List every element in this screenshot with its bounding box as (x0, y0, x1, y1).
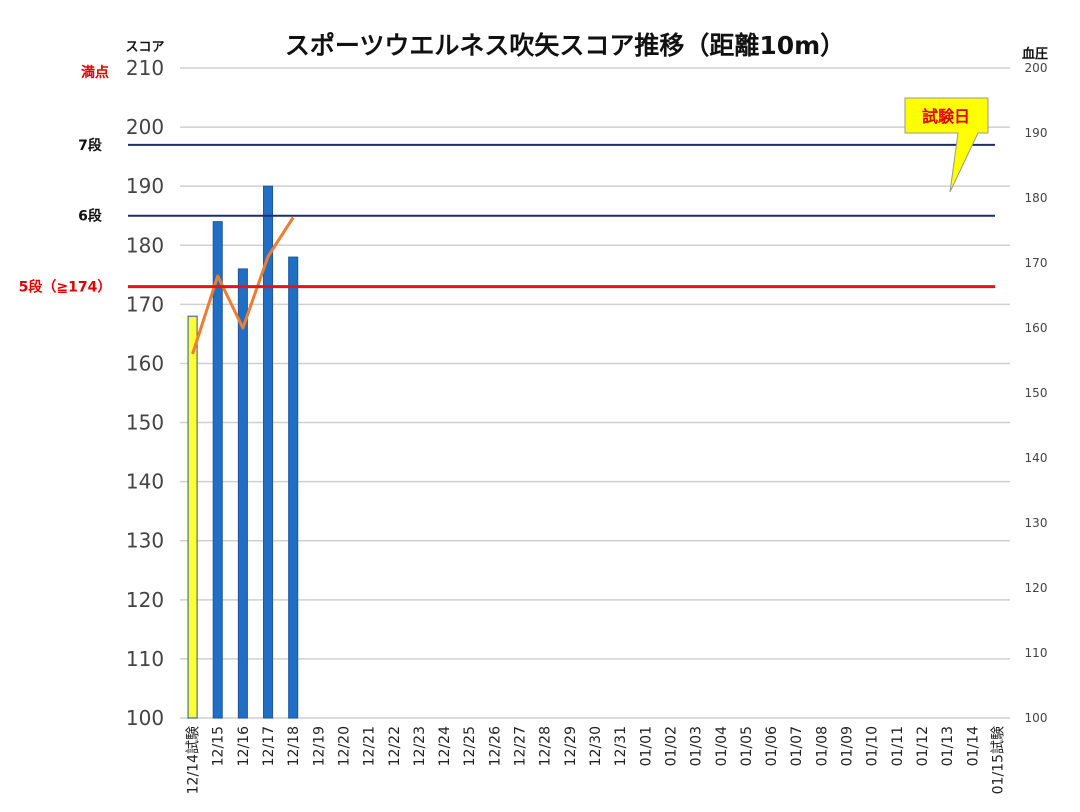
x-tick-label: 01/04 (714, 726, 730, 766)
x-tick-label: 01/10 (865, 726, 881, 766)
y-tick-label-left: 110 (126, 647, 164, 671)
y-tick-label-left: 180 (126, 233, 164, 257)
grid-lines (180, 67, 1010, 719)
line-series (191, 216, 295, 355)
reference-label: 7段 (78, 137, 102, 154)
reference-lines: 満点 7段 6段 5段（≧174） (19, 64, 995, 296)
y-tick-label-left: 100 (126, 706, 164, 730)
y-axis-title-left: スコア (125, 40, 164, 55)
y-axis-title-right: 血圧 (1022, 46, 1048, 62)
x-tick-label: 12/27 (513, 726, 529, 766)
x-tick-label: 12/20 (336, 726, 352, 766)
x-tick-label: 12/21 (362, 726, 378, 766)
reference-label: 5段（≧174） (19, 279, 112, 296)
bar-series (187, 185, 299, 719)
x-tick-label: 12/19 (311, 726, 327, 766)
x-tick-label: 01/13 (940, 726, 956, 766)
x-tick-label: 01/15試験 (990, 726, 1006, 794)
x-tick-label: 12/25 (462, 726, 478, 766)
x-tick-label: 12/31 (613, 726, 629, 766)
blood-pressure-line (191, 216, 295, 355)
x-tick-label: 01/02 (663, 726, 679, 766)
y-axis-left: 100 110 120 130 140 150 160 170 180 190 200 210 (126, 56, 164, 730)
x-tick-label: 01/09 (840, 726, 856, 766)
y-tick-label-left: 130 (126, 529, 164, 553)
test-day-callout: 試験日 (904, 97, 989, 193)
bar (263, 185, 274, 719)
x-tick-label: 01/12 (915, 726, 931, 766)
y-tick-label-right: 120 (1025, 581, 1048, 595)
x-tick-label: 01/06 (764, 726, 780, 766)
x-tick-label: 12/17 (261, 726, 277, 766)
x-tick-label: 01/03 (689, 726, 705, 766)
y-tick-label-right: 100 (1025, 711, 1048, 725)
x-tick-label: 01/07 (789, 726, 805, 766)
x-tick-label: 01/14 (965, 726, 981, 766)
y-tick-label-right: 180 (1025, 191, 1048, 205)
reference-label: 6段 (78, 208, 102, 225)
bar (187, 315, 198, 719)
y-tick-label-left: 120 (126, 588, 164, 612)
x-tick-label: 01/05 (739, 726, 755, 766)
x-tick-label: 12/29 (563, 726, 579, 766)
y-tick-label-right: 170 (1025, 256, 1048, 270)
y-tick-label-left: 160 (126, 351, 164, 375)
y-axis-right: 100 110 120 130 140 150 160 170 180 190 200 (1025, 61, 1048, 725)
y-tick-label-right: 160 (1025, 321, 1048, 335)
x-tick-label: 01/01 (638, 726, 654, 766)
y-tick-label-left: 200 (126, 115, 164, 139)
y-tick-label-left: 170 (126, 292, 164, 316)
y-tick-label-left: 190 (126, 174, 164, 198)
reference-label: 満点 (81, 64, 109, 81)
y-tick-label-left: 150 (126, 411, 164, 435)
x-tick-label: 01/11 (890, 726, 906, 766)
x-tick-label: 12/22 (387, 726, 403, 766)
y-tick-label-right: 150 (1025, 386, 1048, 400)
callout-label: 試験日 (922, 107, 970, 126)
x-tick-label: 12/16 (236, 726, 252, 766)
x-tick-label: 12/15 (211, 726, 227, 766)
bar (212, 221, 223, 719)
x-tick-label: 12/14試験 (186, 726, 202, 794)
y-tick-label-right: 130 (1025, 516, 1048, 530)
y-tick-label-right: 200 (1025, 61, 1048, 75)
y-tick-label-right: 140 (1025, 451, 1048, 465)
x-tick-label: 12/26 (487, 726, 503, 766)
y-tick-label-left: 210 (126, 56, 164, 80)
y-tick-label-left: 140 (126, 470, 164, 494)
x-tick-label: 12/30 (588, 726, 604, 766)
chart-title: スポーツウエルネス吹矢スコア推移（距離10m） (285, 31, 845, 60)
bar (237, 268, 248, 719)
callout-shape (904, 97, 989, 193)
x-tick-label: 12/23 (412, 726, 428, 766)
x-tick-label: 12/18 (286, 726, 302, 766)
bar (288, 256, 299, 719)
y-tick-label-right: 190 (1025, 126, 1048, 140)
y-tick-label-right: 110 (1025, 646, 1048, 660)
x-tick-label: 12/24 (437, 726, 453, 766)
x-axis: 12/14試験 12/15 12/16 12/17 12/18 12/19 12/20 12/… (186, 726, 1007, 794)
x-tick-label: 01/08 (814, 726, 830, 766)
x-tick-label: 12/28 (538, 726, 554, 766)
